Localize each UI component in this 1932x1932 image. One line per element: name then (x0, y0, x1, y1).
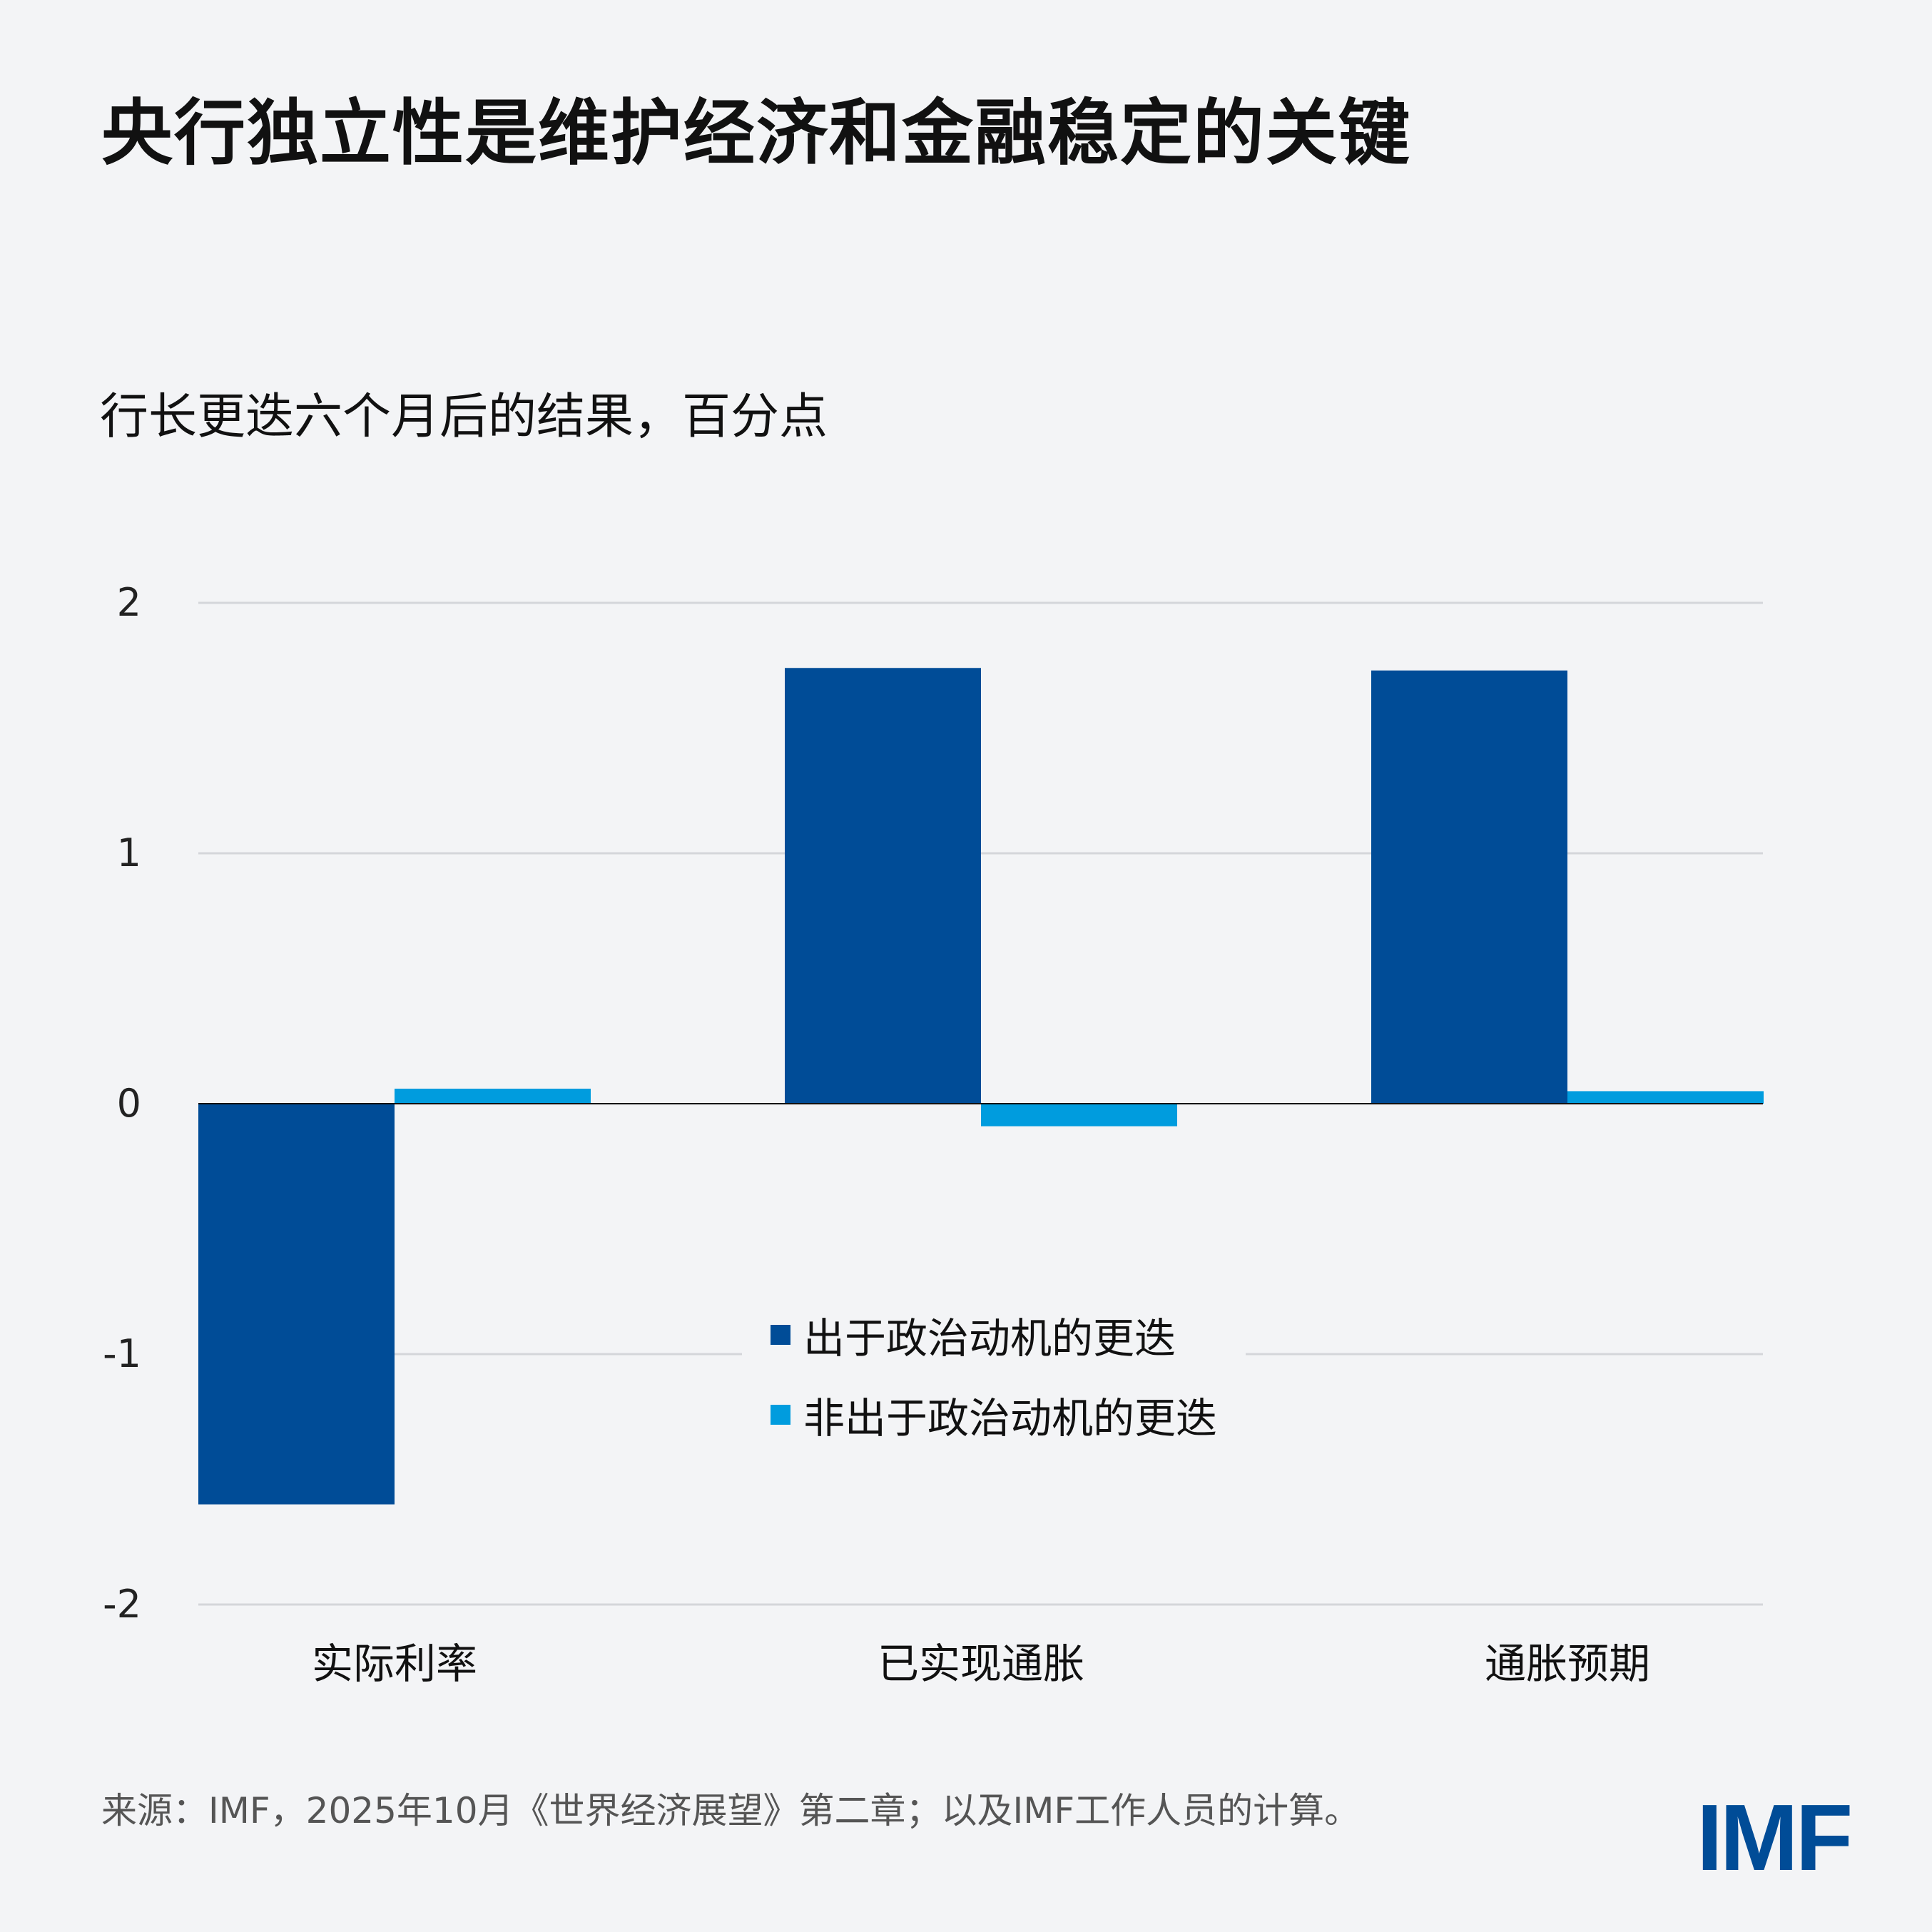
bar-non-political (395, 1088, 591, 1104)
y-tick-label: 2 (117, 580, 141, 625)
x-category-label: 已实现通胀 (878, 1639, 1084, 1688)
legend-item-non-political: 非出于政治动机的更迭 (771, 1375, 1217, 1455)
y-tick-label: 0 (117, 1081, 141, 1126)
bar-non-political (1567, 1091, 1764, 1104)
y-tick-label: 1 (117, 830, 141, 875)
chart-subtitle: 行长更迭六个月后的结果，百分点 (100, 389, 828, 445)
bar-political (1371, 670, 1567, 1104)
legend-swatch (771, 1405, 790, 1425)
source-note: 来源：IMF，2025年10月《世界经济展望》第二章；以及IMF工作人员的计算。 (101, 1790, 1361, 1831)
bar-chart: 2 1 0 -1 -2 实际利率 已实现通胀 通胀预期 (103, 580, 1764, 1688)
y-tick-label: -2 (103, 1582, 141, 1627)
legend-swatch (771, 1325, 790, 1345)
chart-title: 央行独立性是维护经济和金融稳定的关键 (101, 91, 1411, 175)
bar-political (198, 1104, 395, 1505)
imf-logo: IMF (1697, 1785, 1853, 1890)
bar-political (785, 668, 981, 1104)
legend-label: 非出于政治动机的更迭 (803, 1394, 1218, 1443)
bar-non-political (981, 1104, 1177, 1127)
legend-label: 出于政治动机的更迭 (803, 1314, 1176, 1363)
x-category-label: 实际利率 (312, 1639, 477, 1688)
y-tick-label: -1 (103, 1331, 141, 1376)
x-category-label: 通胀预期 (1485, 1639, 1650, 1688)
legend: 出于政治动机的更迭 非出于政治动机的更迭 (742, 1288, 1246, 1462)
legend-item-political: 出于政治动机的更迭 (771, 1295, 1217, 1375)
